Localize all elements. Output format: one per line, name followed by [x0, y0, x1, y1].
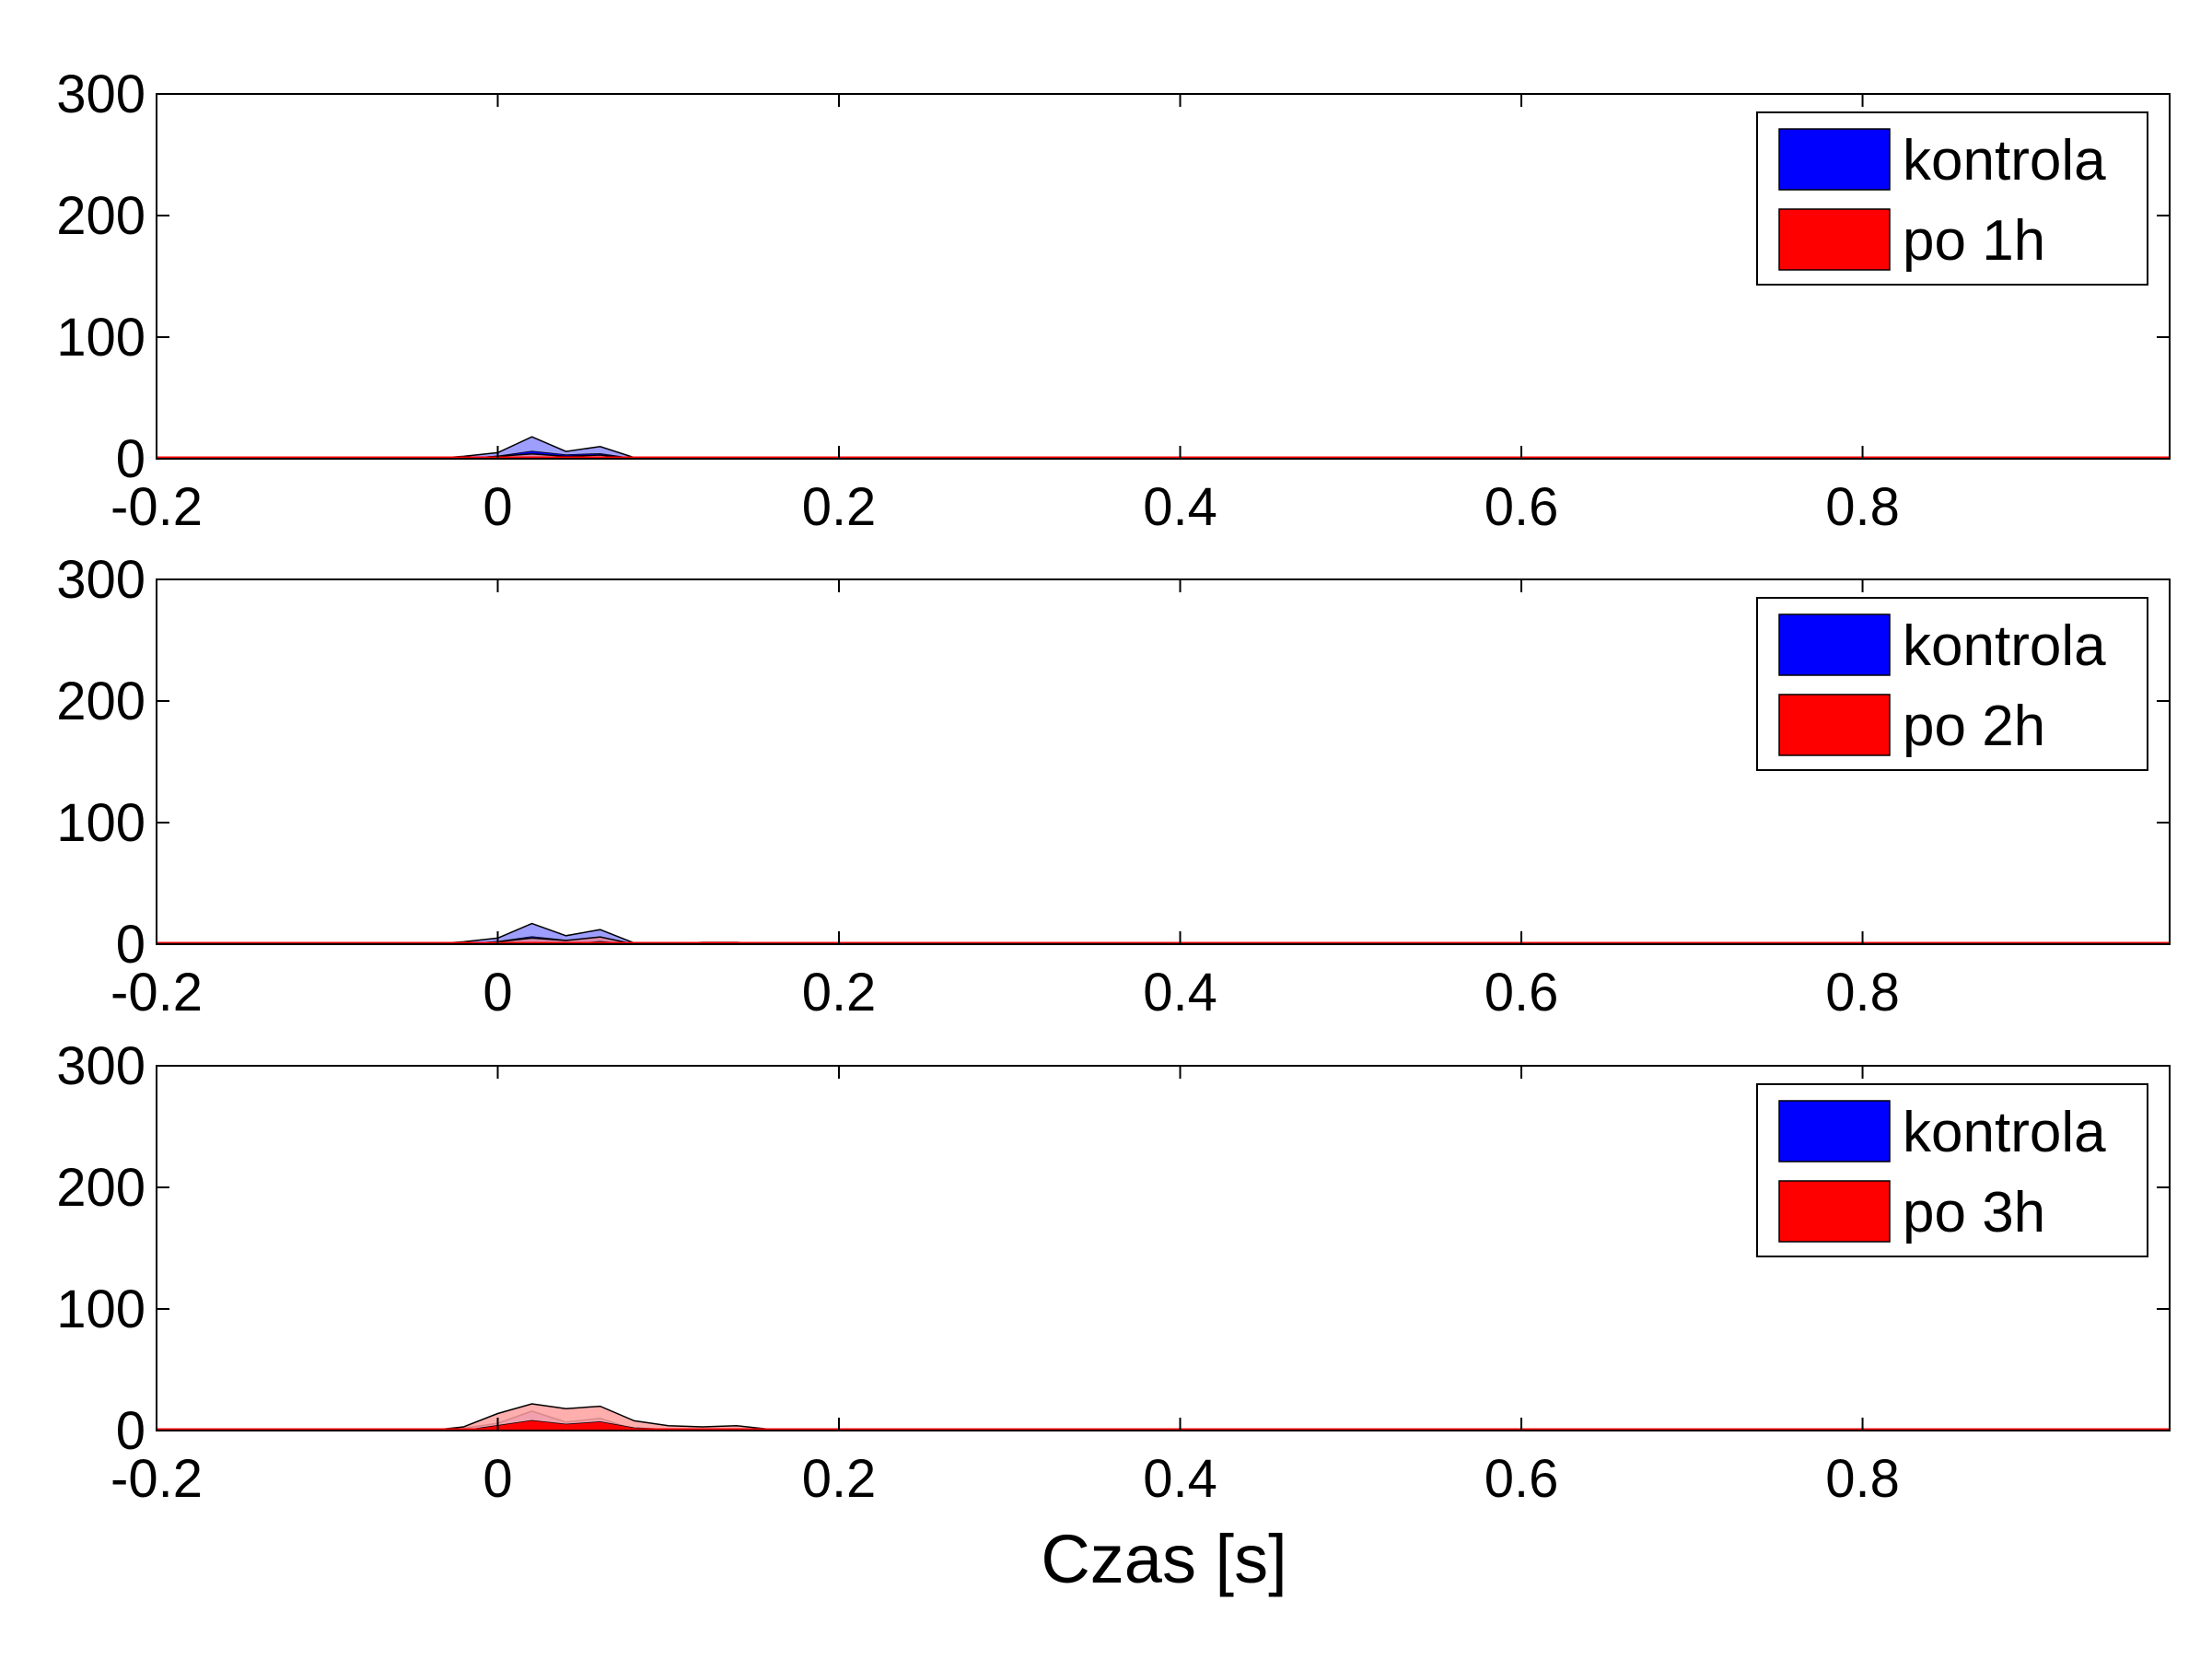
legend-swatch-kontrola [1778, 613, 1891, 676]
y-tick-label: 200 [56, 1158, 146, 1218]
x-tick-label: 0.2 [802, 963, 877, 1022]
axes-box [156, 93, 2171, 460]
y-tick-label: 0 [116, 1401, 146, 1461]
x-tick-label: 0.8 [1825, 1449, 1900, 1509]
x-tick-label: 0.8 [1825, 477, 1900, 537]
y-tick-label: 100 [56, 1279, 146, 1339]
legend-swatch-kontrola [1778, 1100, 1891, 1162]
x-tick-label: 0.4 [1143, 1449, 1217, 1509]
legend-swatch-treated [1778, 1180, 1891, 1243]
x-tick-label: 0.6 [1484, 963, 1559, 1022]
y-tick-label: 0 [116, 915, 146, 975]
x-tick-label: -0.2 [111, 1449, 203, 1509]
x-tick-label: 0.6 [1484, 1449, 1559, 1509]
x-tick-label: -0.2 [111, 963, 203, 1022]
y-tick-label: 300 [56, 64, 146, 124]
x-tick-label: 0 [483, 1449, 512, 1509]
x-axis-label: Czas [s] [1041, 1521, 1286, 1597]
series-core-treated [157, 1420, 2170, 1431]
x-tick-label: 0.2 [802, 477, 877, 537]
y-tick-label: 100 [56, 793, 146, 853]
x-tick-label: -0.2 [111, 477, 203, 537]
y-tick-label: 300 [56, 1036, 146, 1096]
legend-swatch-treated [1778, 694, 1891, 756]
y-tick-label: 200 [56, 186, 146, 246]
legend-swatch-treated [1778, 208, 1891, 271]
legend-label: kontrola [1903, 1101, 2106, 1164]
legend-label: po 3h [1903, 1181, 2045, 1244]
legend: kontrola po 2h [1756, 597, 2148, 771]
legend-label: kontrola [1903, 614, 2106, 678]
legend-label: po 1h [1903, 209, 2045, 273]
axes-box [156, 1065, 2171, 1431]
legend-swatch-kontrola [1778, 128, 1891, 191]
x-tick-label: 0 [483, 963, 512, 1022]
y-tick-label: 300 [56, 550, 146, 610]
legend-label: po 2h [1903, 695, 2045, 758]
axes-box [156, 578, 2171, 945]
y-tick-label: 200 [56, 672, 146, 731]
x-tick-label: 0.6 [1484, 477, 1559, 537]
x-tick-label: 0 [483, 477, 512, 537]
series-band-treated [157, 1403, 2170, 1431]
legend-label: kontrola [1903, 129, 2106, 193]
legend: kontrola po 3h [1756, 1083, 2148, 1257]
series-core-kontrola [157, 451, 2170, 459]
y-tick-label: 100 [56, 308, 146, 368]
x-tick-label: 0.4 [1143, 963, 1217, 1022]
x-tick-label: 0.8 [1825, 963, 1900, 1022]
legend: kontrola po 1h [1756, 111, 2148, 286]
x-tick-label: 0.4 [1143, 477, 1217, 537]
y-tick-label: 0 [116, 429, 146, 489]
x-tick-label: 0.2 [802, 1449, 877, 1509]
